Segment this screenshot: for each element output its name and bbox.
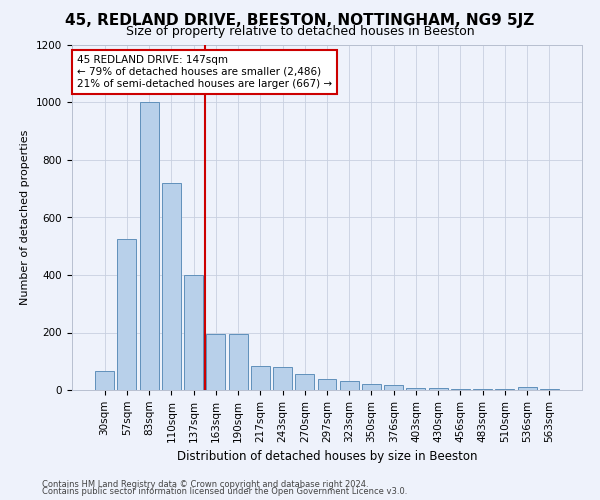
Text: 45, REDLAND DRIVE, BEESTON, NOTTINGHAM, NG9 5JZ: 45, REDLAND DRIVE, BEESTON, NOTTINGHAM, … bbox=[65, 12, 535, 28]
Bar bbox=[118, 239, 136, 390]
Bar bbox=[384, 385, 403, 390]
Bar bbox=[362, 384, 381, 390]
Bar bbox=[540, 389, 559, 390]
Bar bbox=[251, 366, 270, 390]
Text: Contains public sector information licensed under the Open Government Licence v3: Contains public sector information licen… bbox=[42, 487, 407, 496]
X-axis label: Distribution of detached houses by size in Beeston: Distribution of detached houses by size … bbox=[177, 450, 477, 463]
Text: Contains HM Land Registry data © Crown copyright and database right 2024.: Contains HM Land Registry data © Crown c… bbox=[42, 480, 368, 489]
Text: 45 REDLAND DRIVE: 147sqm
← 79% of detached houses are smaller (2,486)
21% of sem: 45 REDLAND DRIVE: 147sqm ← 79% of detach… bbox=[77, 56, 332, 88]
Y-axis label: Number of detached properties: Number of detached properties bbox=[20, 130, 31, 305]
Bar bbox=[340, 382, 359, 390]
Bar bbox=[162, 183, 181, 390]
Bar bbox=[229, 334, 248, 390]
Bar bbox=[206, 334, 225, 390]
Bar bbox=[273, 367, 292, 390]
Bar bbox=[317, 379, 337, 390]
Bar bbox=[429, 388, 448, 390]
Bar bbox=[451, 388, 470, 390]
Bar bbox=[518, 387, 536, 390]
Bar bbox=[95, 372, 114, 390]
Text: Size of property relative to detached houses in Beeston: Size of property relative to detached ho… bbox=[125, 25, 475, 38]
Bar bbox=[496, 389, 514, 390]
Bar bbox=[473, 388, 492, 390]
Bar bbox=[406, 388, 425, 390]
Bar bbox=[295, 374, 314, 390]
Bar bbox=[140, 102, 158, 390]
Bar bbox=[184, 275, 203, 390]
